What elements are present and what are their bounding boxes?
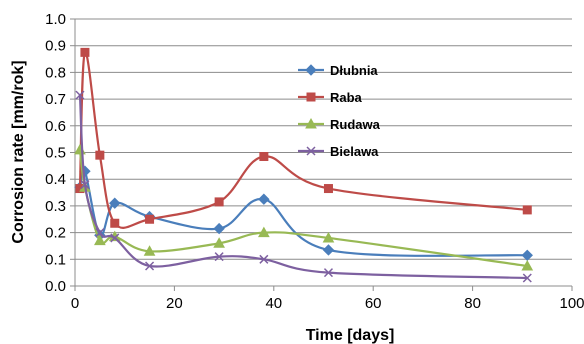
y-tick-label: 1.0: [45, 11, 66, 28]
data-point-bielawa: [95, 228, 105, 238]
data-point-raba: [145, 214, 155, 224]
x-marker-stroke: [306, 146, 316, 156]
data-point-d-ubnia: [109, 197, 121, 209]
data-point-rudawa: [143, 245, 156, 256]
data-point-bielawa: [522, 273, 532, 283]
series-lines: [74, 47, 534, 283]
tick-labels: 0.0 0.1 0.2 0.3 0.4 0.5 0.6 0.7 0.8 0.9 1.0 0 20 40 60…: [45, 11, 584, 312]
x-marker-stroke: [259, 254, 269, 264]
data-point-bielawa: [259, 254, 269, 264]
x-marker-stroke: [214, 252, 224, 262]
legend-item-bielawa: Bielawa: [298, 144, 379, 159]
y-tick-label: 0.6: [45, 118, 66, 135]
data-point-bielawa: [80, 180, 90, 190]
y-tick-label: 0.4: [45, 171, 66, 188]
data-point-raba: [259, 152, 269, 162]
series-line-bielawa: [78, 95, 528, 280]
x-tick-label: 80: [464, 295, 481, 312]
legend-swatch-marker: [305, 64, 317, 76]
legend-label-d-ubnia: Dłubnia: [330, 63, 378, 78]
data-point-raba: [110, 218, 120, 228]
data-point-rudawa: [213, 237, 225, 248]
data-point-rudawa: [258, 226, 270, 238]
data-point-d-ubnia: [258, 193, 270, 205]
data-point-raba: [214, 197, 224, 207]
y-tick-label: 0.0: [45, 278, 66, 295]
legend: Dłubnia Raba Rudawa Bielawa: [298, 63, 381, 159]
x-axis-title: Time [days]: [306, 327, 395, 344]
y-tick-label: 0.8: [45, 64, 66, 81]
x-marker-stroke: [323, 268, 334, 278]
legend-swatch-marker: [306, 146, 316, 156]
legend-item-rudawa: Rudawa: [298, 117, 381, 132]
y-tick-label: 0.1: [45, 251, 66, 268]
data-point-raba: [95, 150, 105, 160]
data-point-d-ubnia: [322, 244, 335, 256]
x-marker-stroke: [110, 233, 120, 243]
y-tick-label: 0.3: [45, 198, 66, 215]
legend-item-raba: Raba: [298, 90, 363, 105]
axes: [70, 18, 573, 291]
series-raba: [75, 47, 532, 229]
y-tick-label: 0.9: [45, 38, 66, 55]
x-marker-stroke: [80, 180, 90, 190]
data-point-raba: [80, 47, 90, 57]
data-point-rudawa: [94, 234, 106, 246]
gridlines: [75, 18, 572, 260]
x-tick-label: 20: [166, 295, 183, 312]
x-tick-label: 0: [71, 295, 79, 312]
data-point-bielawa: [110, 233, 120, 243]
x-tick-label: 40: [265, 295, 282, 312]
x-marker-stroke: [145, 261, 155, 271]
data-point-raba: [323, 184, 333, 194]
x-marker-stroke: [95, 228, 105, 238]
series-bielawa: [75, 90, 532, 283]
data-point-bielawa: [323, 268, 334, 278]
legend-label-rudawa: Rudawa: [330, 117, 381, 132]
data-point-rudawa: [322, 231, 335, 243]
data-point-rudawa: [521, 259, 534, 271]
data-point-bielawa: [145, 261, 155, 271]
x-marker-stroke: [75, 90, 85, 100]
legend-swatch-marker: [305, 117, 317, 129]
y-tick-label: 0.2: [45, 225, 66, 242]
legend-label-raba: Raba: [330, 90, 363, 105]
data-point-bielawa: [214, 252, 224, 262]
x-tick-label: 60: [365, 295, 382, 312]
legend-item-d-ubnia: Dłubnia: [298, 63, 378, 78]
legend-swatch-marker: [306, 92, 316, 102]
y-tick-label: 0.7: [45, 91, 66, 108]
data-point-raba: [522, 205, 532, 215]
x-marker-stroke: [522, 273, 532, 283]
series-line-d-ubnia: [78, 168, 528, 257]
data-point-d-ubnia: [213, 222, 225, 235]
y-axis-title: Corrosion rate [mm/rok]: [10, 60, 27, 243]
y-tick-label: 0.5: [45, 145, 66, 162]
data-point-bielawa: [75, 90, 85, 100]
x-tick-label: 100: [559, 295, 584, 312]
legend-label-bielawa: Bielawa: [330, 144, 379, 159]
